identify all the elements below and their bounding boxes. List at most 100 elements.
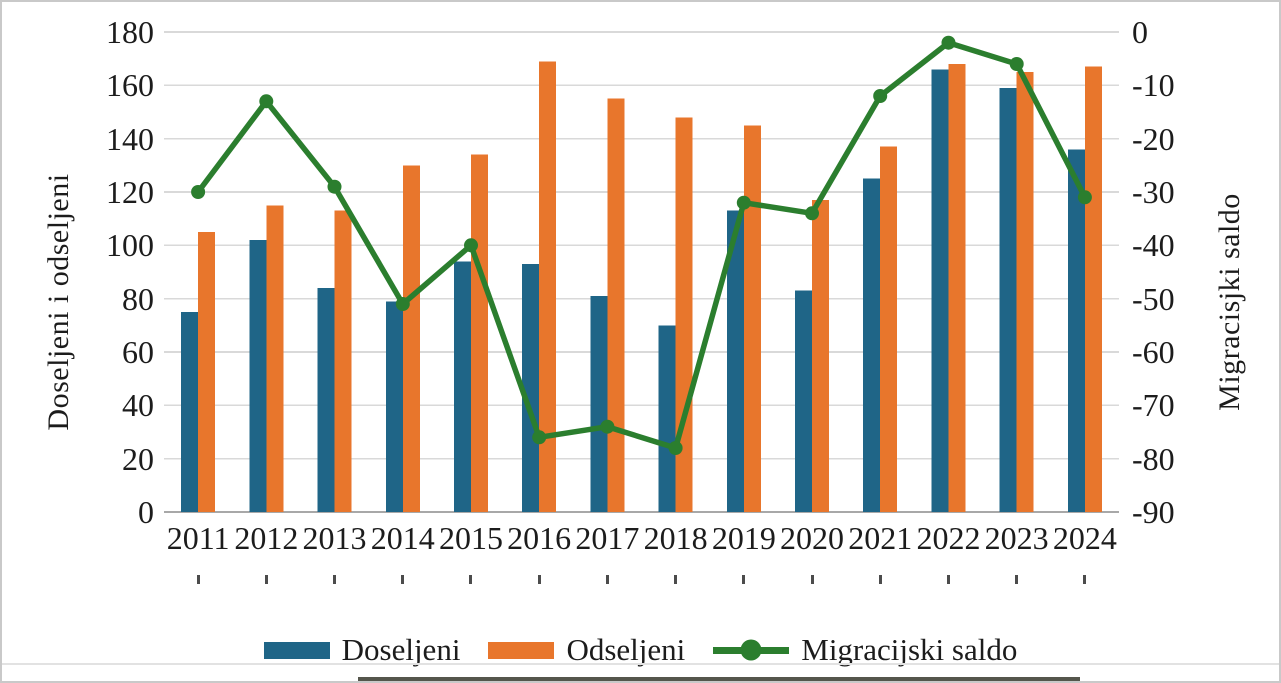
bar-doseljeni-2012	[249, 240, 267, 512]
right-tick-label: -70	[1132, 387, 1175, 424]
bar-odseljeni-2023	[1016, 72, 1034, 512]
bar-doseljeni-2023	[999, 88, 1017, 512]
right-tick-label: -50	[1132, 280, 1175, 317]
left-axis-title: Doseljeni i odseljeni	[42, 173, 75, 431]
left-tick-label: 0	[138, 494, 154, 530]
bar-doseljeni-2021	[863, 178, 881, 512]
bar-odseljeni-2018	[675, 117, 693, 513]
legend-item-doseljeni: Doseljeni	[263, 632, 460, 668]
x-tick-dot	[1015, 575, 1019, 584]
bar-odseljeni-2017	[607, 98, 625, 512]
saldo-point-2019	[736, 195, 751, 210]
bar-doseljeni-2016	[522, 264, 540, 512]
x-tick-label-2016: 2016	[507, 520, 572, 556]
bar-doseljeni-2015	[454, 261, 471, 512]
right-tick-label: -10	[1132, 67, 1175, 104]
legend-item-saldo: Migracijski saldo	[713, 632, 1017, 668]
right-tick-label: -20	[1132, 120, 1175, 157]
left-tick-label: 20	[122, 440, 154, 477]
bar-odseljeni-2019	[743, 125, 761, 513]
left-tick-label: 140	[106, 120, 154, 157]
right-tick-label: -40	[1132, 227, 1175, 264]
bar-odseljeni-2021	[880, 146, 898, 512]
bar-doseljeni-2018	[658, 325, 676, 512]
x-tick-dot	[742, 575, 746, 584]
doseljeni-swatch-icon	[263, 641, 330, 659]
bar-odseljeni-2013	[334, 210, 352, 512]
x-tick-dot	[1083, 575, 1087, 584]
right-tick-label: -30	[1132, 174, 1175, 210]
x-tick-label-2013: 2013	[302, 520, 367, 556]
bar-odseljeni-2020	[812, 200, 829, 512]
x-tick-dot	[605, 575, 609, 584]
saldo-point-2022	[941, 35, 956, 50]
bar-doseljeni-2011	[181, 312, 199, 512]
x-tick-dot	[674, 575, 678, 584]
right-tick-label: -90	[1132, 494, 1175, 530]
left-tick-label: 60	[122, 334, 154, 370]
left-tick-label: 160	[106, 67, 154, 104]
saldo-line	[195, 39, 1088, 451]
saldo-point-2021	[873, 89, 888, 103]
saldo-point-2013	[327, 179, 342, 194]
bar-odseljeni-2014	[402, 165, 420, 513]
x-tick-dot	[946, 575, 950, 584]
x-tick-label-2019: 2019	[711, 520, 776, 556]
bar-odseljeni-2015	[471, 154, 488, 512]
saldo-point-2023	[1009, 57, 1024, 71]
bar-odseljeni-2011	[198, 232, 216, 512]
x-tick-dot	[196, 575, 200, 584]
x-tick-label-2015: 2015	[438, 520, 503, 556]
x-tick-dot	[878, 575, 882, 584]
saldo-dot-icon	[740, 639, 762, 661]
bar-doseljeni-2024	[1067, 149, 1085, 513]
saldo-point-2024	[1077, 190, 1092, 205]
x-tick-label-2011: 2011	[166, 520, 230, 556]
saldo-point-2012	[259, 94, 274, 109]
bottom-separator-line	[2, 663, 1279, 665]
x-tick-dot	[537, 575, 541, 584]
legend-item-odseljeni: Odseljeni	[488, 632, 685, 668]
bar-odseljeni-2022	[948, 64, 966, 512]
bar-doseljeni-2013	[317, 288, 335, 512]
bar-odseljeni-2016	[539, 61, 557, 513]
saldo-point-2018	[668, 441, 683, 455]
saldo-point-2014	[395, 297, 410, 311]
left-tick-label: 100	[106, 227, 154, 264]
x-tick-label-2012: 2012	[234, 520, 299, 556]
x-tick-label-2022: 2022	[916, 520, 981, 556]
x-tick-label-2023: 2023	[984, 520, 1049, 556]
right-tick-label: 0	[1132, 14, 1148, 50]
saldo-point-2015	[464, 238, 478, 253]
saldo-point-2011	[191, 185, 206, 199]
x-tick-dot	[333, 575, 337, 584]
left-tick-label: 80	[122, 280, 154, 317]
x-tick-label-2018: 2018	[643, 520, 708, 556]
x-tick-dot	[401, 575, 405, 584]
bar-odseljeni-2012	[266, 205, 284, 513]
left-tick-label: 40	[122, 387, 154, 424]
bar-doseljeni-2017	[590, 296, 608, 512]
odseljeni-swatch-icon	[488, 641, 555, 659]
bar-doseljeni-2022	[931, 69, 949, 513]
x-tick-label-2024: 2024	[1052, 520, 1117, 556]
left-tick-label: 120	[106, 174, 154, 210]
bar-odseljeni-2024	[1084, 66, 1102, 512]
x-tick-dot	[469, 575, 473, 584]
x-tick-dot	[810, 575, 814, 584]
x-tick-label-2014: 2014	[370, 520, 435, 556]
bottom-cropped-strip	[358, 677, 1080, 681]
x-tick-label-2017: 2017	[575, 520, 640, 556]
bar-doseljeni-2019	[726, 210, 744, 512]
bar-doseljeni-2020	[795, 290, 812, 512]
right-tick-label: -60	[1132, 334, 1175, 370]
saldo-point-2016	[532, 430, 547, 445]
left-tick-label: 180	[106, 14, 154, 50]
legend-label-saldo: Migracijski saldo	[801, 632, 1018, 667]
x-tick-label-2020: 2020	[780, 520, 845, 556]
right-axis-title: Migracisjki saldo	[1213, 193, 1246, 411]
legend-label-odseljeni: Odseljeni	[566, 632, 686, 667]
x-tick-dot	[264, 575, 268, 584]
